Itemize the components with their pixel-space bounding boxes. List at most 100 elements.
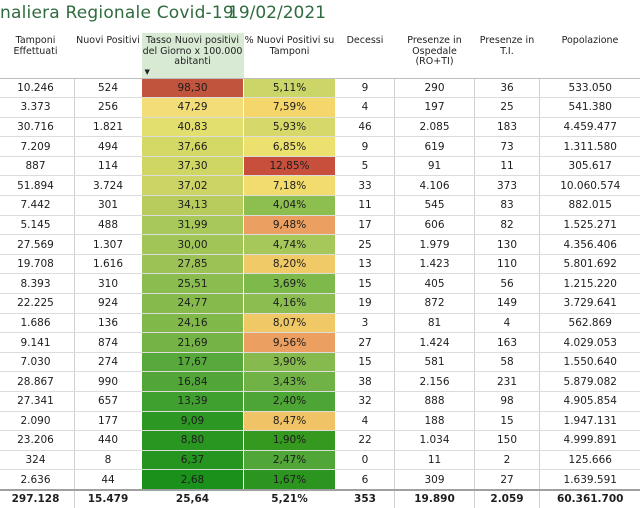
cell-terapia-intensiva: 58 bbox=[475, 352, 540, 372]
header-tasso[interactable]: Tasso Nuovi positivi del Giorno x 100.00… bbox=[142, 33, 244, 78]
header-row: Tamponi Effettuati Nuovi Positivi Tasso … bbox=[0, 33, 640, 78]
cell-tasso: 16,84 bbox=[142, 372, 244, 392]
cell-tamponi: 19.708 bbox=[0, 254, 75, 274]
cell-tamponi: 27.341 bbox=[0, 392, 75, 412]
cell-decessi: 4 bbox=[336, 98, 395, 118]
cell-perc-positivi: 3,90% bbox=[244, 352, 336, 372]
cell-tasso: 17,67 bbox=[142, 352, 244, 372]
cell-tasso: 37,66 bbox=[142, 137, 244, 157]
cell-tamponi: 51.894 bbox=[0, 176, 75, 196]
cell-nuovi-positivi: 657 bbox=[75, 392, 142, 412]
header-terapia-intensiva[interactable]: Presenze in T.I. bbox=[475, 33, 540, 78]
total-cell-decessi: 353 bbox=[336, 490, 395, 508]
cell-popolazione: 1.525.271 bbox=[540, 215, 640, 235]
cell-popolazione: 541.380 bbox=[540, 98, 640, 118]
cell-nuovi-positivi: 177 bbox=[75, 411, 142, 431]
cell-perc-positivi: 9,56% bbox=[244, 333, 336, 353]
cell-decessi: 15 bbox=[336, 352, 395, 372]
cell-tasso: 13,39 bbox=[142, 392, 244, 412]
cell-popolazione: 5.801.692 bbox=[540, 254, 640, 274]
page-title: naliera Regionale Covid-19 bbox=[0, 3, 234, 23]
cell-popolazione: 1.215.220 bbox=[540, 274, 640, 294]
cell-nuovi-positivi: 256 bbox=[75, 98, 142, 118]
sort-desc-icon[interactable]: ▼ bbox=[143, 68, 243, 76]
header-popolazione[interactable]: Popolazione bbox=[540, 33, 640, 78]
header-perc-positivi[interactable]: % Nuovi Positivi su Tamponi bbox=[244, 33, 336, 78]
cell-tamponi: 30.716 bbox=[0, 117, 75, 137]
header-decessi[interactable]: Decessi bbox=[336, 33, 395, 78]
total-cell-popolazione: 60.361.700 bbox=[540, 490, 640, 508]
header-ospedale[interactable]: Presenze in Ospedale (RO+TI) bbox=[395, 33, 475, 78]
total-cell-perc-positivi: 5,21% bbox=[244, 490, 336, 508]
cell-ospedale: 1.034 bbox=[395, 431, 475, 451]
cell-perc-positivi: 3,43% bbox=[244, 372, 336, 392]
cell-terapia-intensiva: 25 bbox=[475, 98, 540, 118]
cell-tasso: 37,30 bbox=[142, 156, 244, 176]
cell-tamponi: 7.209 bbox=[0, 137, 75, 157]
cell-perc-positivi: 5,11% bbox=[244, 78, 336, 98]
cell-nuovi-positivi: 990 bbox=[75, 372, 142, 392]
cell-perc-positivi: 1,90% bbox=[244, 431, 336, 451]
cell-tamponi: 28.867 bbox=[0, 372, 75, 392]
cell-tamponi: 8.393 bbox=[0, 274, 75, 294]
header-nuovi-positivi[interactable]: Nuovi Positivi bbox=[75, 33, 142, 78]
cell-perc-positivi: 9,48% bbox=[244, 215, 336, 235]
cell-popolazione: 4.999.891 bbox=[540, 431, 640, 451]
cell-decessi: 9 bbox=[336, 137, 395, 157]
cell-popolazione: 3.729.641 bbox=[540, 294, 640, 314]
cell-tasso: 31,99 bbox=[142, 215, 244, 235]
cell-decessi: 0 bbox=[336, 450, 395, 470]
cell-popolazione: 882.015 bbox=[540, 196, 640, 216]
cell-decessi: 13 bbox=[336, 254, 395, 274]
cell-decessi: 38 bbox=[336, 372, 395, 392]
cell-nuovi-positivi: 440 bbox=[75, 431, 142, 451]
cell-terapia-intensiva: 56 bbox=[475, 274, 540, 294]
cell-tamponi: 3.373 bbox=[0, 98, 75, 118]
cell-perc-positivi: 8,07% bbox=[244, 313, 336, 333]
cell-perc-positivi: 3,69% bbox=[244, 274, 336, 294]
cell-ospedale: 1.424 bbox=[395, 333, 475, 353]
cell-ospedale: 1.423 bbox=[395, 254, 475, 274]
cell-decessi: 25 bbox=[336, 235, 395, 255]
cell-nuovi-positivi: 8 bbox=[75, 450, 142, 470]
cell-nuovi-positivi: 494 bbox=[75, 137, 142, 157]
header-tamponi[interactable]: Tamponi Effettuati bbox=[0, 33, 75, 78]
cell-decessi: 46 bbox=[336, 117, 395, 137]
cell-tamponi: 2.090 bbox=[0, 411, 75, 431]
cell-tasso: 24,77 bbox=[142, 294, 244, 314]
cell-nuovi-positivi: 488 bbox=[75, 215, 142, 235]
cell-perc-positivi: 4,16% bbox=[244, 294, 336, 314]
cell-terapia-intensiva: 83 bbox=[475, 196, 540, 216]
cell-ospedale: 619 bbox=[395, 137, 475, 157]
cell-perc-positivi: 8,20% bbox=[244, 254, 336, 274]
cell-ospedale: 606 bbox=[395, 215, 475, 235]
cell-perc-positivi: 2,40% bbox=[244, 392, 336, 412]
cell-popolazione: 125.666 bbox=[540, 450, 640, 470]
cell-tasso: 47,29 bbox=[142, 98, 244, 118]
cell-perc-positivi: 6,85% bbox=[244, 137, 336, 157]
cell-decessi: 22 bbox=[336, 431, 395, 451]
cell-terapia-intensiva: 150 bbox=[475, 431, 540, 451]
cell-perc-positivi: 5,93% bbox=[244, 117, 336, 137]
cell-ospedale: 290 bbox=[395, 78, 475, 98]
